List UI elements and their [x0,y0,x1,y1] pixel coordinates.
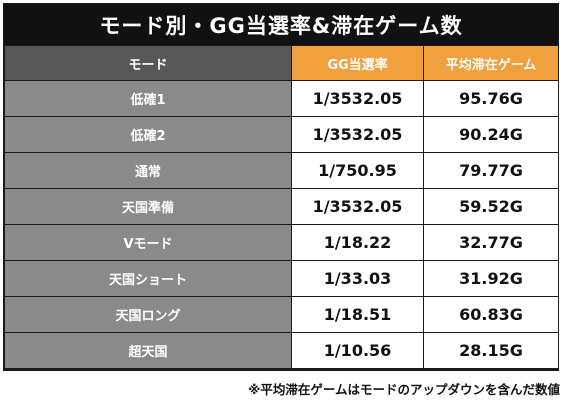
mode-cell: 超天国 [4,332,292,369]
gg-rate-cell: 1/10.56 [291,332,424,369]
mode-cell: 通常 [4,152,292,189]
avg-games-cell: 31.92G [423,260,559,297]
gg-rate-cell: 1/18.51 [291,296,424,333]
mode-cell: 低確1 [4,80,292,117]
mode-cell: 天国ショート [4,260,292,297]
avg-games-cell: 32.77G [423,224,559,261]
table-row: 天国ロング 1/18.51 60.83G [4,296,559,333]
mode-cell: 天国準備 [4,188,292,225]
gg-rate-cell: 1/750.95 [291,152,424,189]
table-title: モード別・GG当選率&滞在ゲーム数 [4,4,558,45]
footnote: ※平均滞在ゲームはモードのアップダウンを含んだ数値 [248,382,560,397]
gg-rate-cell: 1/3532.05 [291,80,424,117]
header-row: モード GG当選率 平均滞在ゲーム [4,45,559,81]
header-gg-rate: GG当選率 [291,45,424,81]
mode-cell: 低確2 [4,116,292,153]
gg-rate-cell: 1/18.22 [291,224,424,261]
avg-games-cell: 60.83G [423,296,559,333]
mode-cell: Vモード [4,224,292,261]
avg-games-cell: 59.52G [423,188,559,225]
mode-stats-table: モード GG当選率 平均滞在ゲーム 低確1 1/3532.05 95.76G 低… [4,45,559,369]
gg-rate-cell: 1/3532.05 [291,116,424,153]
avg-games-cell: 90.24G [423,116,559,153]
header-mode: モード [4,45,292,81]
table-row: 超天国 1/10.56 28.15G [4,332,559,369]
avg-games-cell: 95.76G [423,80,559,117]
table-row: 低確2 1/3532.05 90.24G [4,116,559,153]
table-row: 天国準備 1/3532.05 59.52G [4,188,559,225]
gg-rate-cell: 1/3532.05 [291,188,424,225]
table-row: 通常 1/750.95 79.77G [4,152,559,189]
table-row: 低確1 1/3532.05 95.76G [4,80,559,117]
mode-cell: 天国ロング [4,296,292,333]
avg-games-cell: 79.77G [423,152,559,189]
header-avg-games: 平均滞在ゲーム [423,45,559,81]
avg-games-cell: 28.15G [423,332,559,369]
mode-table-container: モード別・GG当選率&滞在ゲーム数 モード GG当選率 平均滞在ゲーム 低確1 … [3,3,559,371]
table-row: 天国ショート 1/33.03 31.92G [4,260,559,297]
gg-rate-cell: 1/33.03 [291,260,424,297]
table-row: Vモード 1/18.22 32.77G [4,224,559,261]
